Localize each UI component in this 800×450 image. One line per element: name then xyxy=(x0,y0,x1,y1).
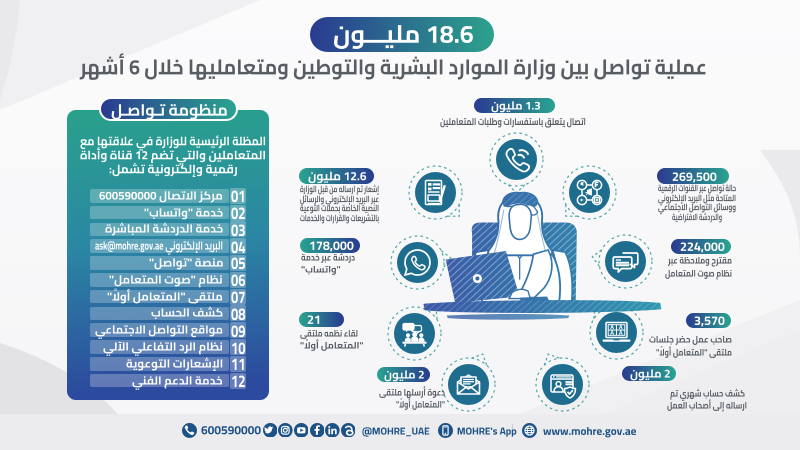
svg-text:A: A xyxy=(610,325,614,331)
svg-text:A: A xyxy=(618,325,622,331)
svg-text:A: A xyxy=(610,330,614,336)
svg-text:A: A xyxy=(618,330,622,336)
